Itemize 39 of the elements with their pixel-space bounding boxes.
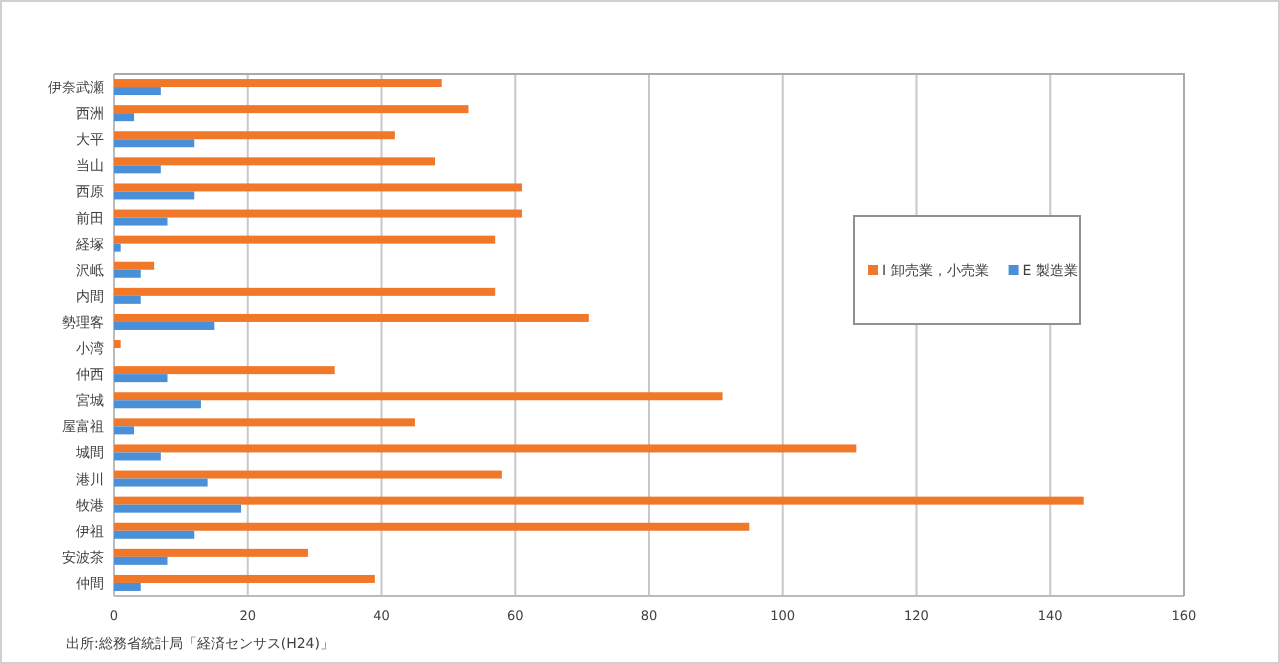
- bar: [114, 530, 195, 539]
- bar: [114, 478, 208, 487]
- bar: [114, 165, 161, 174]
- bar: [114, 574, 375, 583]
- bar: [114, 79, 442, 88]
- bar: [114, 87, 161, 96]
- bar: [114, 243, 121, 252]
- bar: [114, 470, 502, 479]
- bar: [114, 556, 168, 565]
- bar: [114, 261, 155, 270]
- bar: [114, 548, 308, 557]
- bar: [114, 183, 522, 192]
- bar: [114, 313, 589, 322]
- bar: [114, 105, 469, 114]
- bar: [114, 418, 415, 427]
- bar: [114, 113, 135, 122]
- bar: [114, 452, 161, 461]
- bar: [114, 444, 857, 453]
- bar: [114, 392, 723, 401]
- bar: [114, 366, 335, 375]
- bar: [114, 209, 522, 218]
- bar: [114, 504, 242, 513]
- bar: [114, 287, 496, 296]
- bar: [114, 235, 496, 244]
- bar: [114, 582, 141, 591]
- bar: [114, 426, 135, 435]
- bar: [114, 496, 1084, 505]
- bar: [114, 191, 195, 200]
- bar: [114, 522, 750, 531]
- bar: [114, 400, 201, 409]
- bar: [114, 269, 141, 278]
- bar: [114, 321, 215, 330]
- bar: [114, 131, 395, 140]
- bar: [114, 295, 141, 304]
- bar: [114, 340, 121, 349]
- bar: [114, 374, 168, 383]
- bar: [114, 157, 435, 166]
- bar: [114, 217, 168, 226]
- bar: [114, 139, 195, 148]
